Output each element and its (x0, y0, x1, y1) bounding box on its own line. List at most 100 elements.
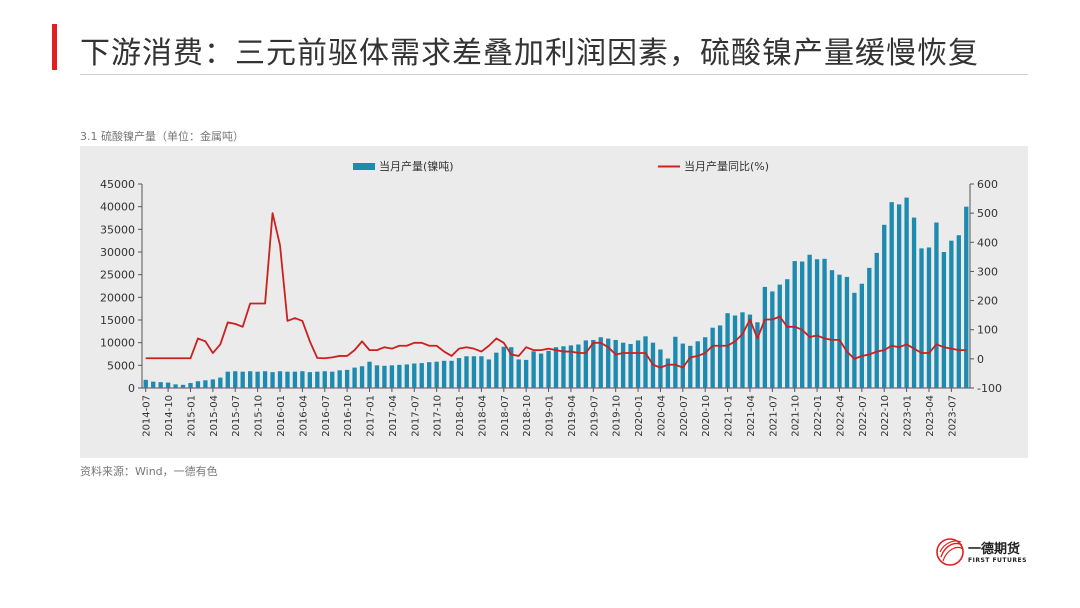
bar (180, 384, 186, 388)
bar (882, 224, 887, 388)
bar (926, 247, 932, 388)
x-tick-label: 2017-07 (410, 395, 421, 437)
x-tick-label: 2016-01 (276, 395, 287, 437)
bar (852, 292, 857, 388)
bar (889, 202, 894, 388)
bar (427, 362, 432, 388)
bar (620, 342, 626, 388)
left-tick-label: 40000 (100, 201, 135, 214)
first-futures-logo (936, 538, 964, 566)
left-tick-label: 35000 (100, 223, 135, 236)
bar (277, 371, 283, 388)
bar (740, 312, 745, 388)
bar (367, 361, 372, 388)
x-tick-label: 2015-10 (254, 395, 265, 437)
bar (203, 380, 208, 388)
x-tick-label: 2017-01 (366, 395, 377, 437)
x-tick-label: 2016-10 (343, 395, 354, 437)
bar (397, 364, 402, 388)
bar (255, 371, 260, 388)
bar (486, 359, 492, 388)
bar (248, 371, 253, 388)
bar (814, 259, 820, 388)
yoy-line (145, 212, 967, 369)
bar (240, 371, 245, 388)
x-tick-label: 2019-01 (545, 395, 556, 437)
x-tick-label: 2021-04 (746, 395, 757, 437)
bar (374, 365, 380, 388)
page-title: 下游消费：三元前驱体需求差叠加利润因素，硫酸镍产量缓慢恢复 (80, 36, 979, 71)
x-tick-label: 2018-10 (522, 395, 533, 437)
right-tick-label: -100 (977, 382, 1002, 395)
bar (270, 372, 275, 388)
bar (732, 315, 738, 388)
bar (233, 371, 238, 388)
x-tick-label: 2015-04 (209, 395, 220, 437)
bar (688, 345, 693, 388)
bar (337, 370, 342, 388)
bar (412, 363, 417, 388)
bar (322, 371, 327, 388)
bar (591, 339, 596, 388)
bar (859, 283, 864, 388)
left-tick-label: 45000 (100, 178, 135, 191)
bar (606, 338, 611, 388)
left-tick-label: 0 (128, 382, 135, 395)
legend-line-label: 当月产量同比(%) (684, 159, 769, 173)
x-tick-label: 2021-07 (768, 395, 779, 437)
bar (434, 361, 439, 388)
right-tick-label: 0 (977, 353, 984, 366)
x-tick-label: 2014-07 (142, 395, 153, 437)
bar (896, 204, 902, 388)
x-tick-label: 2015-07 (231, 395, 242, 437)
x-tick-label: 2018-07 (500, 395, 511, 437)
bar (695, 341, 700, 388)
bar (546, 350, 551, 388)
right-tick-label: 400 (977, 236, 998, 249)
x-tick-label: 2018-01 (455, 395, 466, 437)
bar (516, 359, 521, 388)
bar (285, 371, 290, 388)
bar (703, 337, 708, 388)
bar (307, 372, 312, 388)
bar (568, 345, 574, 388)
bar (188, 383, 193, 388)
x-tick-label: 2023-04 (925, 395, 936, 437)
bar (822, 258, 827, 388)
bar (561, 346, 566, 388)
legend: 当月产量(镍吨) 当月产量同比(%) (353, 159, 769, 173)
x-tick-label: 2021-10 (791, 395, 802, 437)
bar (471, 356, 477, 388)
logo-name-cn: 一德期货 (968, 542, 1021, 557)
right-tick-label: 500 (977, 207, 998, 220)
left-tick-label: 5000 (107, 359, 135, 372)
bar (210, 379, 216, 388)
x-tick-label: 2020-10 (701, 395, 712, 437)
bar (225, 371, 230, 388)
bar (710, 327, 715, 388)
bar (218, 377, 223, 388)
bar (643, 336, 648, 388)
left-tick-label: 15000 (100, 314, 135, 327)
x-tick-label: 2017-04 (388, 395, 399, 437)
bar (315, 371, 320, 388)
bar (501, 346, 506, 388)
x-tick-label: 2017-10 (433, 395, 444, 437)
bar (800, 261, 805, 388)
bar (359, 366, 365, 388)
yoy-series-line (145, 212, 967, 369)
bar (628, 344, 633, 388)
bar (344, 369, 350, 388)
bar (867, 267, 872, 388)
bar (494, 352, 499, 388)
bar (673, 336, 678, 388)
logo-name-en: FIRST FUTURES (968, 557, 1027, 564)
left-tick-label: 30000 (100, 246, 135, 259)
chart-subtitle: 3.1 硫酸镍产量（单位：金属吨） (80, 130, 244, 143)
right-tick-label: 300 (977, 265, 998, 278)
bar (919, 248, 924, 388)
bar (777, 284, 782, 388)
bar (165, 382, 171, 388)
right-tick-label: 200 (977, 295, 998, 308)
bar (844, 276, 850, 388)
